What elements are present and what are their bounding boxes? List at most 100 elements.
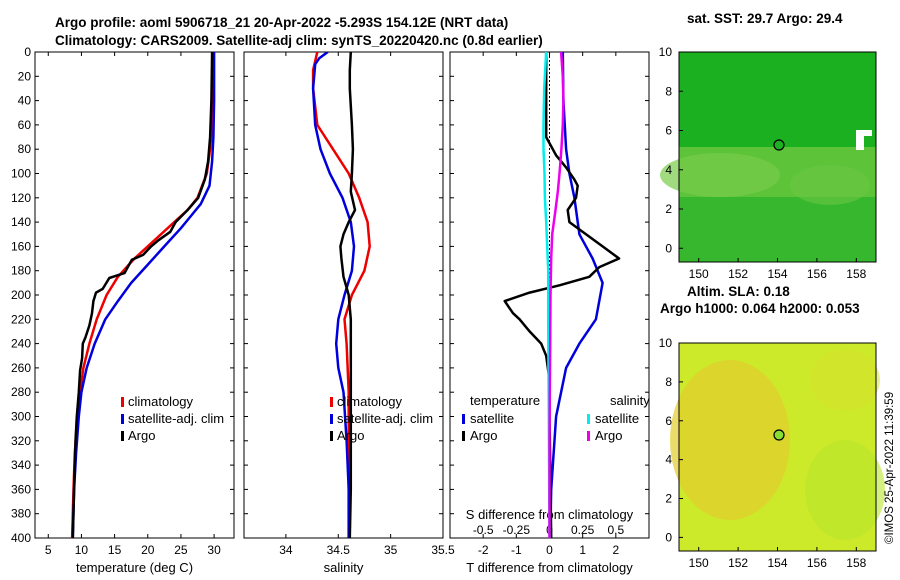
- y-tick-label: 360: [11, 482, 31, 496]
- x-tick-label: 20: [141, 543, 155, 557]
- sst-argo-marker: [773, 139, 785, 151]
- legend-label: climatology: [128, 394, 194, 409]
- y-tick-label: 120: [11, 191, 31, 205]
- y-tick-label: 320: [11, 434, 31, 448]
- header-line-2: Climatology: CARS2009. Satellite-adj cli…: [55, 33, 543, 48]
- x-tick-label: 34: [279, 543, 293, 557]
- y-tick-label: 140: [11, 215, 31, 229]
- y-tick-label: 380: [11, 507, 31, 521]
- sla-y-tick-label: 8: [665, 375, 672, 389]
- y-tick-label: 220: [11, 312, 31, 326]
- legend-swatch: [330, 414, 333, 424]
- y-tick-label: 80: [18, 142, 32, 156]
- x-tick-label: 25: [174, 543, 188, 557]
- sla-y-tick-label: 6: [665, 414, 672, 428]
- series-line-satellite-adj-clim: [311, 52, 356, 538]
- legend-label: Argo: [595, 428, 622, 443]
- legend-label: satellite: [470, 411, 514, 426]
- y-tick-label: 160: [11, 239, 31, 253]
- legend-label: Argo: [470, 428, 497, 443]
- sla-y-tick-label: 4: [665, 453, 672, 467]
- legend-title-salinity: salinity: [610, 393, 650, 408]
- sla-map: [670, 342, 885, 552]
- sst-x-tick-label: 150: [689, 267, 709, 281]
- header-line-1: Argo profile: aoml 5906718_21 20-Apr-202…: [55, 15, 509, 30]
- sst-x-tick-label: 156: [807, 267, 827, 281]
- legend-label: satellite-adj. clim: [337, 411, 433, 426]
- y-tick-label: 0: [24, 45, 31, 59]
- y-tick-label: 260: [11, 361, 31, 375]
- series-line-s-argo: [548, 52, 565, 538]
- legend-title-temperature: temperature: [470, 393, 540, 408]
- sla-map-title-2: Argo h1000: 0.064 h2000: 0.053: [660, 301, 860, 316]
- x-tick-label: 2: [612, 543, 619, 557]
- sla-y-tick-label: 2: [665, 492, 672, 506]
- sst-x-tick-label: 152: [728, 267, 748, 281]
- legend-label: satellite-adj. clim: [128, 411, 224, 426]
- x-tick-label: 34.5: [327, 543, 351, 557]
- temperature-axes: [34, 51, 235, 539]
- y-tick-label: 340: [11, 458, 31, 472]
- y-tick-label: 300: [11, 410, 31, 424]
- sst-y-tick-label: 2: [665, 202, 672, 216]
- x-tick-label: 15: [108, 543, 122, 557]
- legend-label: Argo: [337, 428, 364, 443]
- legend-swatch: [121, 414, 124, 424]
- legend-swatch: [587, 414, 590, 424]
- y-tick-label: 280: [11, 385, 31, 399]
- s-tick-label: 0.5: [607, 523, 624, 537]
- sst-x-tick-label: 154: [767, 267, 787, 281]
- series-line-climatology: [70, 52, 215, 538]
- x-axis-label: salinity: [324, 560, 364, 575]
- x-tick-label: -2: [478, 543, 489, 557]
- sst-x-tick-label: 158: [846, 267, 866, 281]
- s-tick-label: -0.25: [503, 523, 531, 537]
- x-tick-label: 30: [207, 543, 221, 557]
- x-tick-label: 35: [384, 543, 398, 557]
- y-tick-label: 20: [18, 69, 32, 83]
- y-tick-label: 240: [11, 337, 31, 351]
- legend-label: Argo: [128, 428, 155, 443]
- x-tick-label: -1: [511, 543, 522, 557]
- legend-swatch: [121, 431, 124, 441]
- sst-y-tick-label: 0: [665, 241, 672, 255]
- y-tick-label: 60: [18, 118, 32, 132]
- x-tick-label: 5: [45, 543, 52, 557]
- sla-y-tick-label: 10: [659, 336, 673, 350]
- series-line-climatology: [311, 52, 371, 538]
- y-tick-label: 180: [11, 264, 31, 278]
- series-line-satellite-adj-clim: [71, 52, 216, 538]
- x-tick-label: 35.5: [431, 543, 455, 557]
- legend-label: satellite: [595, 411, 639, 426]
- series-line-argo: [71, 52, 214, 538]
- sst-map: [660, 51, 877, 263]
- sla-x-tick-label: 152: [728, 556, 748, 570]
- legend-swatch: [587, 431, 590, 441]
- copyright-stamp: ©IMOS 25-Apr-2022 11:39:59: [884, 391, 896, 544]
- legend-swatch: [462, 414, 465, 424]
- y-tick-label: 200: [11, 288, 31, 302]
- x-tick-label: 0: [546, 543, 553, 557]
- legend-swatch: [330, 397, 333, 407]
- s-tick-label: 0.25: [571, 523, 595, 537]
- sst-y-tick-label: 10: [659, 45, 673, 59]
- series-line-argo: [339, 52, 357, 538]
- sla-argo-marker: [773, 429, 785, 441]
- sla-x-tick-label: 154: [767, 556, 787, 570]
- legend-swatch: [121, 397, 124, 407]
- sla-x-tick-label: 156: [807, 556, 827, 570]
- s-tick-label: -0.5: [473, 523, 494, 537]
- x-tick-label: 10: [75, 543, 89, 557]
- sst-y-tick-label: 6: [665, 124, 672, 138]
- sst-y-tick-label: 8: [665, 84, 672, 98]
- sla-map-title-1: Altim. SLA: 0.18: [687, 284, 790, 299]
- y-tick-label: 40: [18, 94, 32, 108]
- legend-swatch: [462, 431, 465, 441]
- y-tick-label: 400: [11, 531, 31, 545]
- x-axis-label: T difference from climatology: [466, 560, 633, 575]
- sst-map-title: sat. SST: 29.7 Argo: 29.4: [687, 11, 843, 26]
- sla-x-tick-label: 150: [689, 556, 709, 570]
- legend-label: climatology: [337, 394, 403, 409]
- x-axis-label: temperature (deg C): [76, 560, 193, 575]
